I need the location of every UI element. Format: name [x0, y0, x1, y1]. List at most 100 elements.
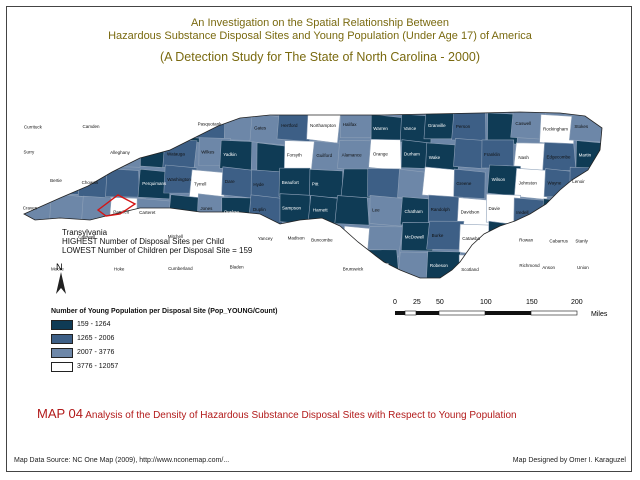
county-label: Craven: [23, 206, 38, 211]
county-label: Chatham: [404, 209, 423, 214]
county-label: Harnett: [313, 207, 329, 212]
county-label: Moore: [51, 267, 64, 272]
county-label: Lee: [372, 207, 380, 212]
county-label: Martin: [579, 153, 592, 158]
county-label: Onslow: [224, 209, 240, 214]
county-label: Forsyth: [287, 153, 303, 158]
county-label: Alexander: [571, 210, 592, 215]
county-polygon: [79, 252, 118, 278]
county-label: Johnston: [519, 180, 538, 185]
county-label: Yancey: [258, 236, 273, 241]
county-label: Rockingham: [543, 126, 568, 131]
legend-label: 1265 - 2006: [77, 335, 115, 342]
map-title-text: Analysis of the Density of Hazardous Sub…: [85, 410, 517, 421]
county-polygon: [137, 112, 170, 141]
county-label: Sampson: [282, 206, 302, 211]
county-label: Pitt: [312, 181, 319, 186]
county-label: Beaufort: [282, 180, 300, 185]
county-label: Hyde: [253, 182, 264, 187]
designer-credit: Map Designed by Omer I. Karaguzel: [512, 457, 626, 464]
county-label: Pamlico: [113, 209, 130, 214]
county-label: Person: [456, 124, 471, 129]
map-frame: [6, 6, 632, 472]
scale-tick: 200: [571, 299, 583, 306]
county-label: Halifax: [343, 122, 358, 127]
county-label: Camden: [82, 124, 100, 129]
county-label: Wilson: [492, 177, 506, 182]
legend-swatch: [51, 334, 73, 344]
county-polygon: [485, 251, 524, 278]
county-label: Mitchell: [168, 234, 183, 239]
county-label: Davie: [489, 206, 501, 211]
county-polygon: [334, 195, 370, 226]
scale-tick: 0: [393, 299, 397, 306]
county-label: Cabarrus: [549, 239, 568, 244]
county-label: Wilkes: [201, 150, 215, 155]
county-label: Caldwell: [78, 234, 95, 239]
county-label: Cumberland: [168, 266, 193, 271]
county-polygon: [24, 224, 53, 254]
legend-swatch: [51, 348, 73, 358]
annotation-lowest: LOWEST Number of Children per Disposal S…: [62, 246, 253, 255]
county-label: Dare: [225, 179, 235, 184]
county-label: Columbus: [369, 262, 390, 267]
county-label: Carteret: [139, 210, 156, 215]
county-label: Jones: [200, 206, 213, 211]
county-label: Durham: [404, 152, 420, 157]
county-polygon: [167, 112, 201, 144]
county-polygon: [24, 166, 51, 199]
county-label: Edgecombe: [547, 154, 572, 159]
map-title: MAP 04 Analysis of the Density of Hazard…: [37, 406, 517, 421]
county-label: Hoke: [114, 266, 125, 271]
county-label: Union: [577, 265, 589, 270]
county-polygon: [249, 250, 284, 278]
county-label: Watauga: [167, 151, 185, 156]
county-label: Bladen: [230, 265, 245, 270]
legend-label: 159 - 1264: [77, 321, 111, 328]
north-label: N: [56, 262, 63, 272]
county-label: Lenoir: [572, 179, 585, 184]
county-label: Stanly: [575, 238, 588, 243]
transylvania-highlight: [96, 194, 137, 217]
county-polygon: [49, 112, 85, 142]
county-label: Iredell: [516, 210, 528, 215]
county-label: New Hanover: [315, 266, 343, 271]
scale-unit: Miles: [591, 311, 608, 318]
county-label: Scotland: [461, 267, 479, 272]
county-label: Nash: [518, 155, 529, 160]
county-label: Alamance: [342, 152, 363, 157]
county-label: Warren: [373, 126, 388, 131]
county-polygon: [367, 226, 403, 258]
scale-tick: 50: [436, 299, 444, 306]
scale-tick: 100: [480, 299, 492, 306]
county-label: Davidson: [461, 210, 480, 215]
county-label: Ashe: [143, 150, 154, 155]
county-polygon: [488, 220, 520, 253]
county-label: Bertie: [50, 178, 62, 183]
county-polygon: [193, 253, 228, 278]
annotation-highest: HIGHEST Number of Disposal Sites per Chi…: [62, 237, 225, 246]
county-label: Washington: [167, 177, 191, 182]
county-label: Pasquotank: [198, 122, 223, 127]
county-label: Montgomery: [27, 266, 53, 271]
county-label: Greene: [456, 181, 472, 186]
county-label: Orange: [373, 151, 389, 156]
scale-tick: 25: [413, 299, 421, 306]
county-label: Rowan: [519, 238, 534, 243]
legend-swatch: [51, 362, 73, 372]
county-label: Tyrrell: [194, 182, 206, 187]
county-label: McDowell: [405, 234, 425, 239]
legend-swatch: [51, 320, 73, 330]
county-label: Franklin: [484, 152, 501, 157]
county-label: Northampton: [310, 123, 337, 128]
scale-tick: 150: [526, 299, 538, 306]
county-label: Richmond: [519, 263, 540, 268]
county-label: Surry: [24, 149, 36, 154]
county-polygon: [453, 138, 488, 170]
county-label: Hertford: [281, 123, 298, 128]
county-label: Wake: [429, 155, 441, 160]
county-polygon: [47, 141, 85, 173]
county-label: Pender: [283, 263, 298, 268]
county-polygon: [453, 168, 486, 199]
annotation-county: Transylvania: [62, 228, 108, 237]
